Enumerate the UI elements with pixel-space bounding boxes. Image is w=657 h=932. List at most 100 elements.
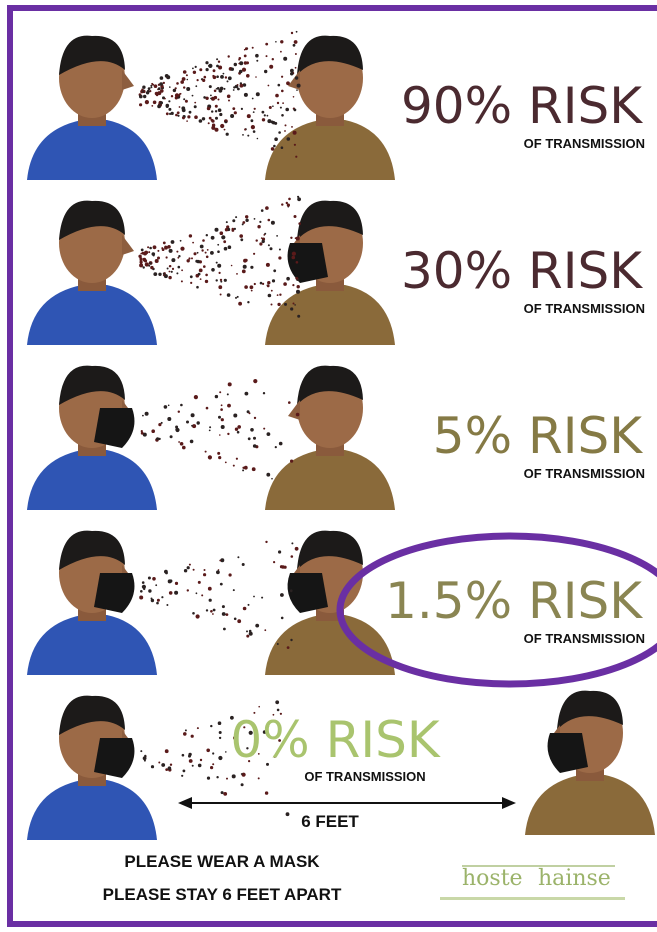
droplet [290,460,293,463]
droplet [206,749,210,753]
droplet [225,462,227,464]
droplet [278,550,281,553]
droplet [246,630,248,632]
droplet [269,106,272,109]
droplet [171,240,175,244]
droplet [219,560,221,562]
droplet [175,114,178,117]
droplet [145,100,149,104]
droplet [165,74,169,78]
droplet [237,84,239,86]
droplet [144,259,147,262]
droplet [268,244,270,246]
droplet [227,95,231,99]
droplet [141,249,144,252]
droplet [166,112,169,115]
droplet [237,425,241,429]
droplet [252,467,256,471]
droplet [180,240,182,242]
droplet [147,90,150,93]
droplet [284,130,286,132]
droplet [221,235,225,239]
droplet [150,86,152,88]
droplet [248,604,250,606]
droplet [247,135,249,137]
droplet [157,250,159,252]
droplet [265,206,269,210]
droplet [232,219,235,222]
droplet [245,392,249,396]
droplet [140,590,143,593]
droplet [250,266,253,269]
droplet [161,763,165,767]
droplet [298,222,301,225]
droplet [171,271,173,273]
droplet [243,265,247,269]
droplet [253,253,255,255]
droplet [164,570,168,574]
droplet [210,610,213,613]
droplet [200,278,202,280]
droplet [166,256,168,258]
droplet [187,259,190,262]
droplet [206,68,209,71]
footer-line: PLEASE WEAR A MASK [124,852,320,871]
droplet [148,589,151,592]
droplet [267,285,270,288]
droplet [290,307,293,310]
droplet [186,74,188,76]
droplet [244,466,248,470]
droplet [295,547,299,551]
droplet [219,731,222,734]
risk-label: 90% RISK [401,77,643,135]
droplet [281,203,283,205]
droplet [262,111,265,114]
droplet [152,577,156,581]
logo-text: hainse [538,866,611,891]
droplet [165,749,169,753]
logo-text: hoste [462,866,523,891]
droplet [254,108,256,110]
droplet [228,55,230,57]
droplet [235,297,237,299]
droplet [218,61,220,63]
droplet [220,408,223,411]
droplet [157,105,161,109]
droplet [206,234,208,236]
droplet [218,416,221,419]
droplet [294,109,297,112]
droplet [202,117,205,120]
droplet [140,750,142,752]
droplet [160,89,164,93]
droplet [223,73,225,75]
droplet [177,115,179,117]
droplet [166,604,168,606]
droplet [240,238,243,241]
droplet [229,573,232,576]
droplet [276,235,278,237]
droplet [163,82,165,84]
droplet [183,770,186,773]
droplet [178,411,180,413]
droplet [210,725,212,727]
droplet [218,456,221,459]
risk-sublabel: OF TRANSMISSION [304,769,425,784]
droplet [189,234,192,237]
droplet [155,92,159,96]
droplet [170,764,172,766]
droplet [297,197,301,201]
droplet [287,204,290,207]
droplet [264,70,267,73]
droplet [291,542,293,544]
droplet [254,283,256,285]
droplet [224,247,228,251]
droplet [142,91,144,93]
droplet [290,72,293,75]
droplet [257,138,259,140]
droplet [217,452,220,455]
droplet [198,581,201,584]
droplet [175,87,177,89]
droplet [227,433,229,435]
droplet [153,101,157,105]
droplet [275,94,279,98]
